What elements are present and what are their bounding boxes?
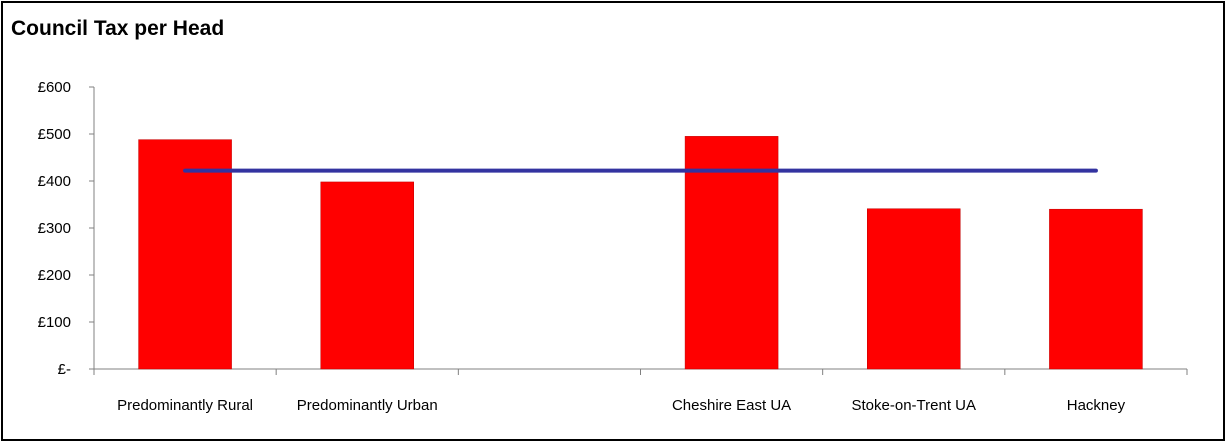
bar: [320, 181, 414, 370]
x-tick-label: Predominantly Rural: [117, 397, 253, 414]
bar: [684, 136, 779, 370]
y-tick-label: £400: [38, 173, 71, 190]
x-tick-label: Predominantly Urban: [297, 397, 438, 414]
y-tick-label: £300: [38, 220, 71, 237]
x-tick-label: Stoke-on-Trent UA: [852, 397, 977, 414]
bar: [138, 139, 232, 370]
bar: [867, 208, 961, 370]
x-tick-label: Hackney: [1067, 397, 1126, 414]
bars: [138, 136, 1143, 370]
y-tick-label: £100: [38, 314, 71, 331]
chart-title: Council Tax per Head: [11, 17, 225, 40]
x-tick-label: Cheshire East UA: [672, 397, 791, 414]
chart-plot: £- £100 £200 £300 £400 £500 £600 Predominantly …: [38, 79, 1188, 414]
y-tick-label: £600: [38, 79, 71, 96]
y-tick-label: £200: [38, 267, 71, 284]
labels: £- £100 £200 £300 £400 £500 £600 Predominantly …: [38, 79, 1126, 414]
axes: [89, 86, 1188, 375]
bar: [1049, 208, 1143, 370]
y-tick-label: £500: [38, 126, 71, 143]
y-tick-label: £-: [58, 361, 71, 378]
